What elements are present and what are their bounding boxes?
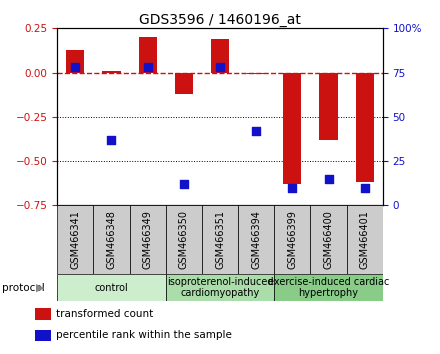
Bar — [319, 73, 337, 140]
Point — [289, 185, 296, 190]
Bar — [35, 330, 51, 341]
Bar — [311, 205, 347, 274]
Point — [72, 64, 79, 70]
Text: protocol: protocol — [2, 282, 45, 293]
Text: percentile rank within the sample: percentile rank within the sample — [56, 330, 232, 341]
Text: exercise-induced cardiac
hypertrophy: exercise-induced cardiac hypertrophy — [268, 277, 389, 298]
Bar — [175, 73, 193, 94]
Point — [144, 64, 151, 70]
Bar — [274, 205, 311, 274]
Bar — [202, 205, 238, 274]
Bar — [238, 205, 274, 274]
Bar — [93, 205, 129, 274]
Bar — [66, 50, 84, 73]
Text: isoproterenol-induced
cardiomyopathy: isoproterenol-induced cardiomyopathy — [167, 277, 273, 298]
Text: GSM466394: GSM466394 — [251, 210, 261, 269]
Bar — [274, 274, 383, 301]
Point — [108, 137, 115, 143]
Text: GSM466350: GSM466350 — [179, 210, 189, 269]
Text: control: control — [95, 282, 128, 293]
Text: ▶: ▶ — [36, 282, 44, 293]
Text: GSM466348: GSM466348 — [106, 210, 117, 269]
Bar — [57, 205, 93, 274]
Text: GSM466351: GSM466351 — [215, 210, 225, 269]
Point — [253, 128, 260, 134]
Title: GDS3596 / 1460196_at: GDS3596 / 1460196_at — [139, 13, 301, 27]
Bar — [247, 73, 265, 74]
Bar — [129, 205, 166, 274]
Bar — [356, 73, 374, 182]
Bar — [35, 308, 51, 320]
Point — [361, 185, 368, 190]
Text: GSM466341: GSM466341 — [70, 210, 80, 269]
Text: GSM466349: GSM466349 — [143, 210, 153, 269]
Text: transformed count: transformed count — [56, 309, 154, 319]
Bar — [283, 73, 301, 184]
Bar — [166, 205, 202, 274]
Bar — [347, 205, 383, 274]
Bar — [166, 274, 274, 301]
Point — [216, 64, 224, 70]
Point — [180, 181, 187, 187]
Bar — [139, 37, 157, 73]
Bar — [57, 274, 166, 301]
Text: GSM466400: GSM466400 — [323, 210, 334, 269]
Text: GSM466399: GSM466399 — [287, 210, 297, 269]
Bar — [211, 39, 229, 73]
Bar — [103, 71, 121, 73]
Point — [325, 176, 332, 182]
Text: GSM466401: GSM466401 — [360, 210, 370, 269]
